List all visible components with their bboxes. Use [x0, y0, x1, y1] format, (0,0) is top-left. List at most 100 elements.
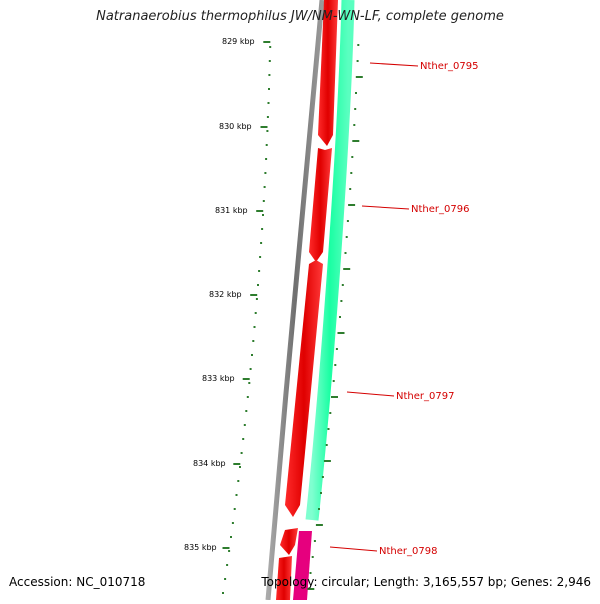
ruler-dot — [222, 592, 224, 594]
feature-tick — [357, 44, 360, 46]
feature-tick — [345, 236, 348, 238]
map-title: Natranaerobius thermophilus JW/NM-WN-LF,… — [96, 9, 504, 24]
ruler-dot — [254, 312, 257, 314]
ruler-dot — [268, 74, 271, 76]
leader-line-nther-0796 — [361, 205, 410, 210]
ruler-dot — [262, 200, 265, 202]
feature-tick — [355, 92, 357, 94]
feature-tick — [311, 556, 314, 558]
ruler-dot — [263, 186, 266, 188]
ruler-label-833: 833 kbp — [202, 374, 235, 383]
feature-tick — [327, 428, 330, 430]
feature-tick — [309, 572, 312, 574]
ruler-label-832: 832 kbp — [209, 290, 242, 299]
ruler-dot — [231, 522, 234, 524]
ruler-dot — [266, 130, 269, 132]
ruler-dot — [233, 508, 236, 510]
feature-tick — [307, 588, 315, 590]
ruler-dot — [258, 270, 261, 272]
gene-label-nther-0796[interactable]: Nther_0796 — [411, 204, 469, 215]
feature-ticks — [307, 44, 363, 590]
genome-summary-text: Topology: circular; Length: 3,165,557 bp… — [261, 575, 591, 589]
ruler-dot — [252, 340, 255, 342]
ruler-dot — [226, 564, 229, 566]
ruler-label-834: 834 kbp — [193, 459, 226, 468]
ruler-major-tick — [260, 126, 268, 128]
cds-nther-0798 — [280, 528, 298, 555]
ruler-dot — [246, 396, 249, 398]
ruler-major-tick — [233, 463, 241, 465]
leader-line-nther-0795 — [369, 62, 419, 67]
ruler-label-835: 835 kbp — [184, 543, 217, 552]
ruler-major-tick — [250, 294, 258, 296]
ruler-major-tick — [222, 547, 230, 549]
feature-tick — [323, 460, 331, 462]
gene-label-nther-0798[interactable]: Nther_0798 — [379, 546, 437, 557]
ruler-major-tick — [263, 41, 271, 43]
ruler-dot — [253, 326, 256, 328]
ruler-dot — [235, 494, 238, 496]
feature-tick — [346, 220, 349, 222]
ruler-dot — [267, 102, 270, 104]
feature-tick — [354, 108, 357, 110]
feature-tick — [348, 204, 356, 206]
ruler-dot — [269, 46, 272, 48]
ruler-dot — [259, 256, 262, 258]
feature-tick — [341, 284, 344, 286]
ruler-dot — [264, 172, 267, 174]
feature-tick — [340, 300, 343, 302]
ruler-dot — [261, 228, 264, 230]
feature-tick — [329, 412, 332, 414]
feature-tick — [353, 124, 356, 126]
feature-tick — [325, 444, 328, 446]
ruler-dots — [222, 46, 272, 594]
ruler-dot — [268, 88, 270, 90]
ruler-dot — [245, 410, 248, 412]
other-feature — [293, 531, 312, 600]
ruler-dot — [224, 578, 227, 580]
leader-line-nther-0798 — [329, 546, 378, 552]
ruler-label-829: 829 kbp — [222, 37, 255, 46]
ruler-dot — [255, 298, 258, 300]
gene-labels: Nther_0795 Nther_0796 Nther_0797 Nther_0… — [329, 61, 478, 557]
forward-cds-features — [276, 0, 338, 600]
feature-tick — [335, 348, 338, 350]
feature-tick — [350, 172, 353, 174]
feature-tick — [343, 268, 351, 270]
ruler-dot — [268, 60, 271, 62]
feature-tick — [344, 252, 347, 254]
feature-tick — [351, 156, 354, 158]
accession-text: Accession: NC_010718 — [9, 575, 146, 589]
ruler-dot — [228, 550, 231, 552]
feature-tick — [331, 396, 338, 398]
cds-nther-0795 — [318, 0, 338, 146]
feature-tick — [321, 476, 324, 478]
leader-line-nther-0797 — [346, 391, 395, 397]
ruler-dot — [243, 424, 246, 426]
genome-backbone — [265, 0, 325, 601]
ruler-dot — [240, 452, 243, 454]
ruler-dot — [265, 144, 268, 146]
feature-tick — [334, 364, 337, 366]
ruler-labels: 829 kbp 830 kbp 831 kbp 832 kbp 833 kbp … — [184, 37, 255, 552]
feature-tick — [355, 76, 363, 78]
feature-tick — [339, 316, 341, 318]
ruler-ticks — [222, 41, 271, 549]
ruler-dot — [260, 242, 263, 244]
feature-tick — [318, 508, 320, 510]
feature-tick — [313, 540, 316, 542]
feature-tick — [349, 188, 352, 190]
ruler-dot — [257, 284, 259, 286]
ruler-major-tick — [242, 378, 250, 380]
cds-next — [276, 556, 292, 600]
gene-label-nther-0795[interactable]: Nther_0795 — [420, 61, 478, 72]
feature-tick — [352, 140, 360, 142]
ruler-dot — [265, 158, 268, 160]
feature-tick — [337, 332, 345, 334]
ruler-dot — [230, 536, 232, 538]
cds-nther-0797 — [285, 260, 323, 517]
cds-nther-0796 — [309, 148, 332, 262]
ruler-label-831: 831 kbp — [215, 206, 248, 215]
gene-label-nther-0797[interactable]: Nther_0797 — [396, 391, 454, 402]
